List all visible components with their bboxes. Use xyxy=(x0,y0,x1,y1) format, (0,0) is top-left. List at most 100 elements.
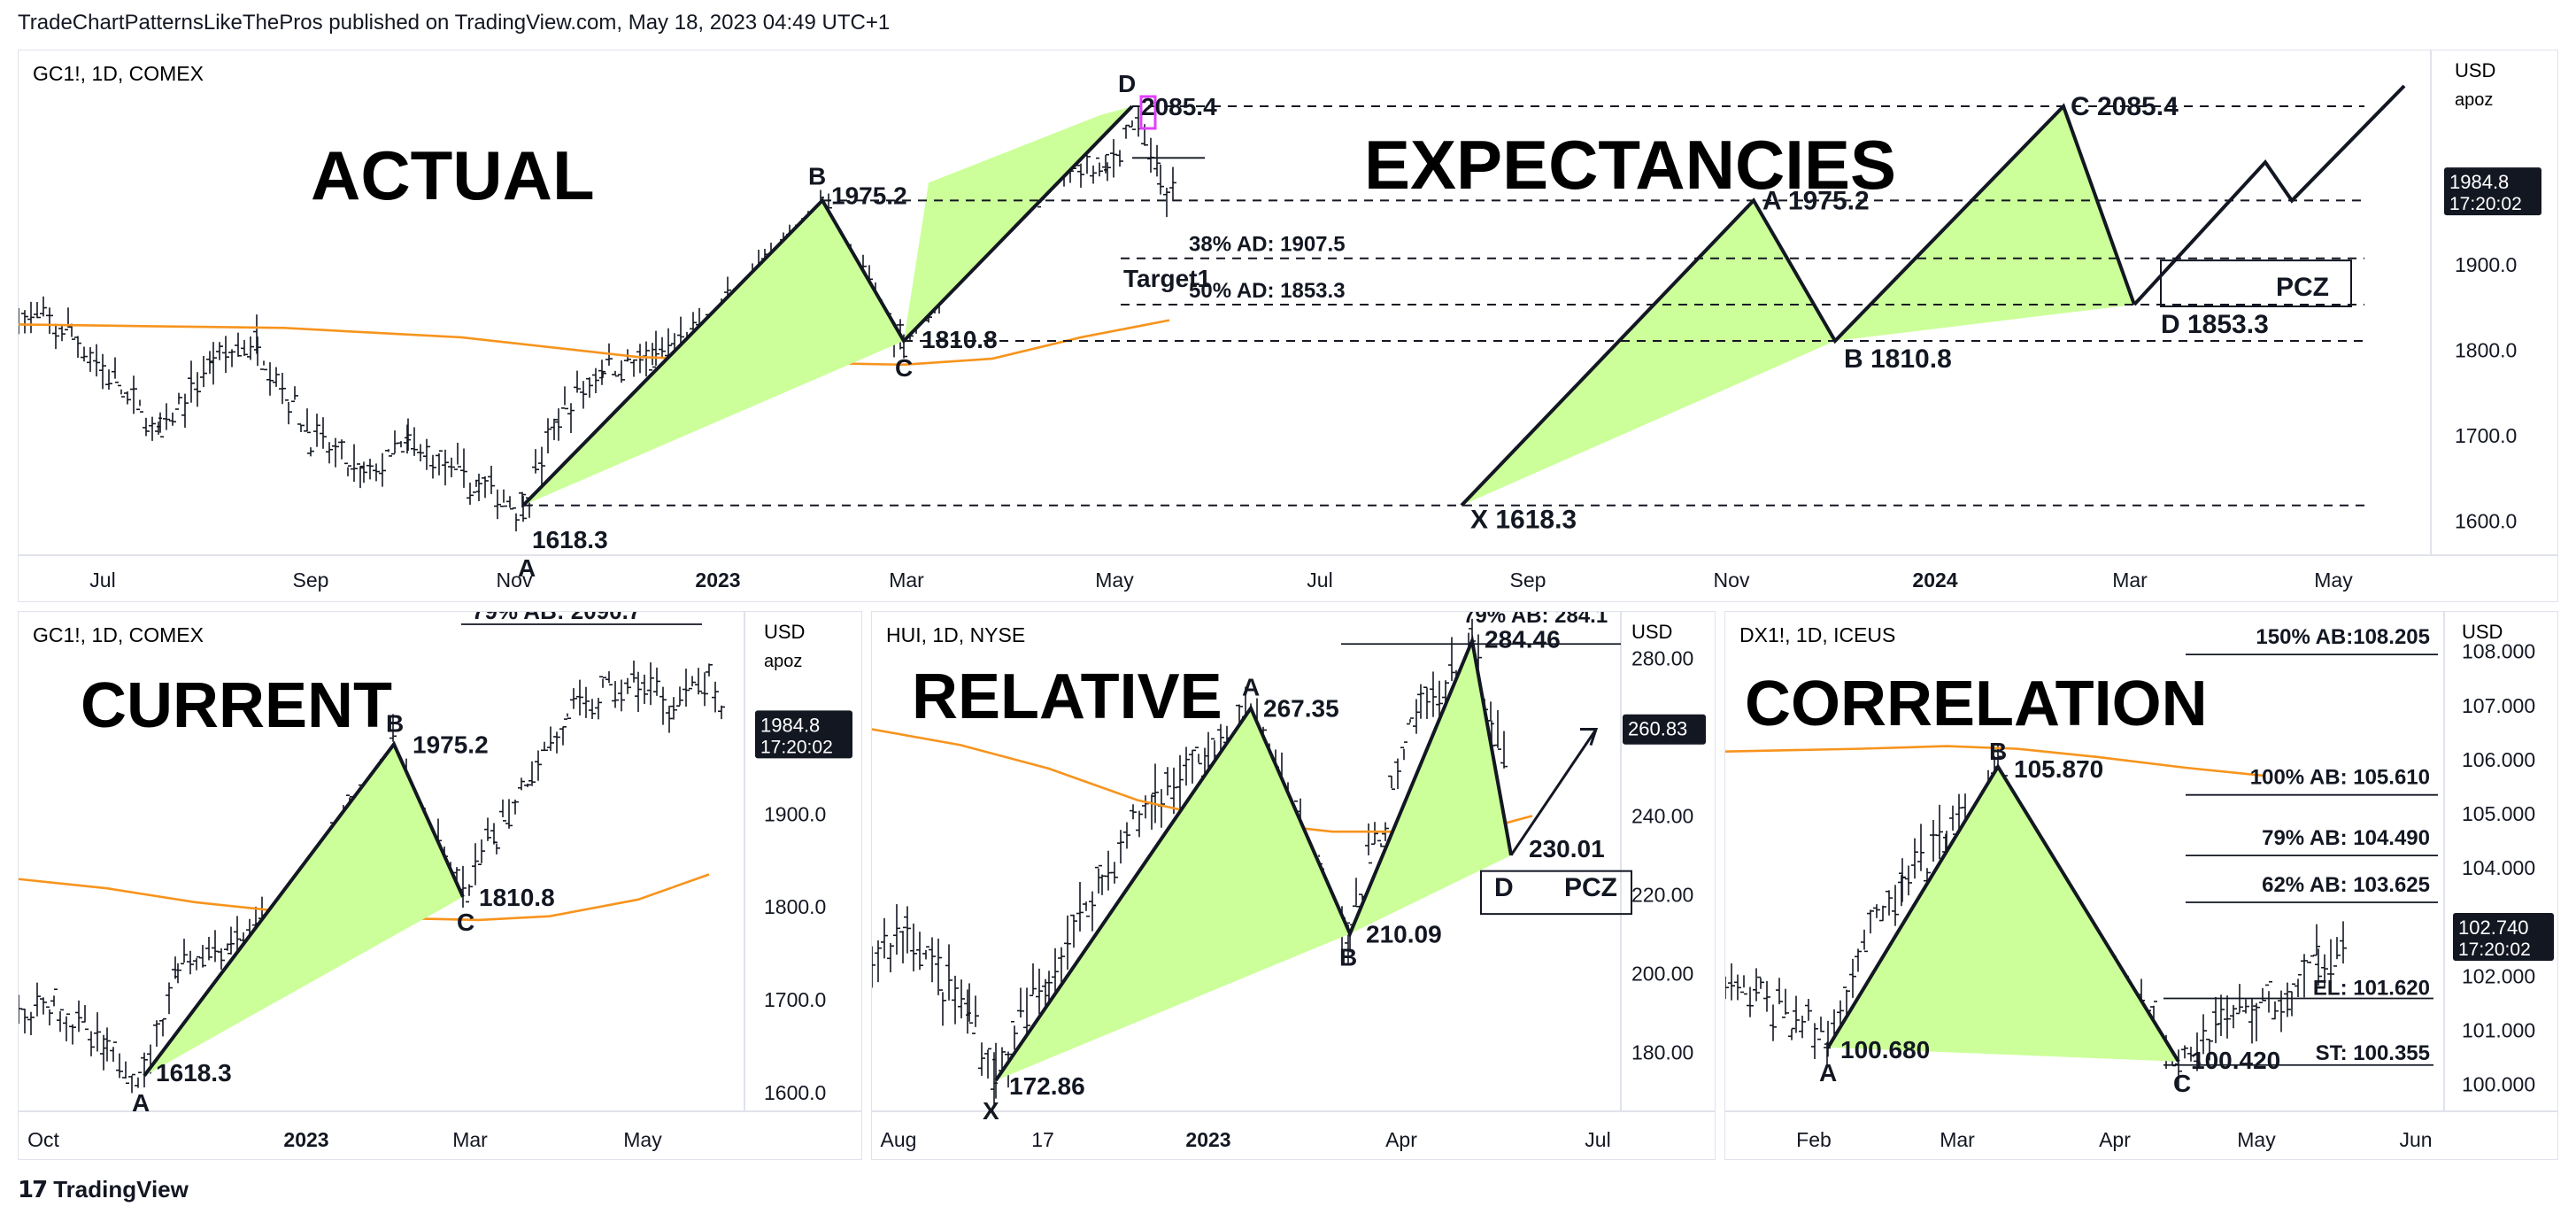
point-a-label: A xyxy=(132,1089,150,1117)
point-a-label: A xyxy=(1242,674,1260,701)
projection-arrow xyxy=(2133,84,2406,306)
point-b-value: 1975.2 xyxy=(831,182,907,209)
expect-d-label: D 1853.3 xyxy=(2161,310,2269,339)
x-tick-label: May xyxy=(623,1128,662,1151)
point-b-value: 105.870 xyxy=(2014,755,2103,783)
point-a-value: 1618.3 xyxy=(156,1059,232,1087)
y-tick-label: 1900.0 xyxy=(764,802,826,825)
point-d-value: 2085.4 xyxy=(1141,93,1217,120)
price-tag-value: 260.83 xyxy=(1628,718,1687,740)
x-tick-label: Sep xyxy=(293,568,329,592)
x-axis: Feb Mar Apr May Jun xyxy=(1796,1128,2432,1151)
moving-average-line xyxy=(1724,745,2266,777)
y-tick-label: 220.00 xyxy=(1631,883,1693,906)
y-tick-label: 1700.0 xyxy=(764,988,826,1011)
price-tag-time: 17:20:02 xyxy=(760,737,833,757)
y-tick-label: 1600.0 xyxy=(764,1081,826,1104)
point-x-value: 172.86 xyxy=(1009,1072,1085,1100)
x-tick-label: Mar xyxy=(452,1128,488,1151)
y-tick-label: 200.00 xyxy=(1631,962,1693,985)
x-tick-label: 17 xyxy=(1031,1128,1054,1151)
marker-box xyxy=(1139,95,1157,130)
y-tick-label: 1800.0 xyxy=(2455,338,2517,361)
fib-79-label: 79% AB: 2090.7 xyxy=(472,612,641,624)
point-b-value: 210.09 xyxy=(1366,920,1442,947)
x-axis: Aug 17 2023 Apr Jul xyxy=(881,1128,1611,1151)
y-axis: 108.000107.000106.000105.000104.000103.0… xyxy=(2453,640,2554,1095)
x-tick-label: Oct xyxy=(27,1128,59,1151)
relative-chart-panel[interactable]: HUI, 1D, NYSE RELATIVE USD 79% AB: 284.1… xyxy=(868,604,1716,1160)
x-tick-label: Sep xyxy=(1510,568,1546,592)
top-chart: GC1!, 1D, COMEX ACTUAL EXPECTANCIES USD … xyxy=(15,50,2557,592)
expect-x-label: X 1618.3 xyxy=(1470,506,1577,535)
x-axis: Jul Sep Nov 2023 Mar May Jul Sep Nov 2024 Mar May xyxy=(89,568,2353,592)
x-tick-label: Apr xyxy=(2099,1128,2131,1151)
pattern-fill-abc xyxy=(1828,766,2179,1062)
chart-title-correlation: CORRELATION xyxy=(1745,669,2208,739)
x-tick-label: Mar xyxy=(889,568,924,592)
point-b-label: B xyxy=(386,709,404,737)
price-tag-bg xyxy=(1623,714,1706,745)
expect-b-label: B 1810.8 xyxy=(1844,344,1952,374)
pattern-line-abc xyxy=(143,740,465,1078)
relative-chart: HUI, 1D, NYSE RELATIVE USD 79% AB: 284.1… xyxy=(868,604,1715,1151)
pcz-label: PCZ xyxy=(2276,273,2329,302)
x-tick-label: Feb xyxy=(1796,1128,1832,1151)
fib-level-label: 79% AB: 104.490 xyxy=(2262,826,2430,850)
pcz-box xyxy=(2160,259,2352,307)
fib-level-label: 100% AB: 105.610 xyxy=(2250,766,2430,790)
point-a-value: 100.680 xyxy=(1840,1036,1930,1063)
point-a-label: A xyxy=(1819,1059,1837,1087)
currency-sub-label: apoz xyxy=(2455,90,2493,110)
pcz-box xyxy=(1480,870,1632,916)
point-c-value: 100.420 xyxy=(2191,1047,2280,1074)
y-tick-label: 108.000 xyxy=(2462,640,2535,663)
price-tag-time: 17:20:02 xyxy=(2449,194,2522,214)
y-tick-label: 180.00 xyxy=(1631,1040,1693,1063)
point-d-label: D xyxy=(1494,873,1514,902)
x-tick-label: Jun xyxy=(2399,1128,2432,1151)
y-tick-label: 101.000 xyxy=(2462,1018,2535,1041)
currency-sub-label: apoz xyxy=(764,652,802,671)
tradingview-logo[interactable]: 𝟭𝟳 TradingView xyxy=(18,1176,189,1203)
point-c-label: C xyxy=(457,909,474,936)
x-tick-label: Nov xyxy=(497,568,533,592)
chart-title-expectancies: EXPECTANCIES xyxy=(1364,126,1896,204)
x-tick-label: 2023 xyxy=(283,1128,328,1151)
top-chart-panel[interactable]: GC1!, 1D, COMEX ACTUAL EXPECTANCIES USD … xyxy=(15,50,2558,602)
currency-label: USD xyxy=(2455,59,2495,81)
y-axis: 280.00260.00240.00220.00200.00180.00260.… xyxy=(1623,646,1706,1063)
price-tag-value: 1984.8 xyxy=(760,714,820,736)
current-chart-panel[interactable]: GC1!, 1D, COMEX CURRENT USD apoz 79% AB:… xyxy=(15,598,862,1160)
x-axis: Oct 2023 Mar May xyxy=(27,1128,662,1151)
fib-50-label: 50% AD: 1853.3 xyxy=(1189,279,1346,303)
y-tick-label: 1700.0 xyxy=(2455,424,2517,447)
pattern-fill-bcd xyxy=(1350,640,1511,934)
price-tag-bg xyxy=(755,710,852,759)
currency-label: USD xyxy=(764,621,805,643)
expect-fill-xab xyxy=(1462,200,1835,506)
x-tick-label: Mar xyxy=(2112,568,2148,592)
entry-label: EL: 101.620 xyxy=(2313,976,2430,1000)
price-tag-value: 102.740 xyxy=(2458,916,2529,939)
chart-title-relative: RELATIVE xyxy=(912,661,1222,732)
point-d-label: D xyxy=(1118,70,1136,97)
tradingview-brand: TradingView xyxy=(53,1176,189,1203)
pcz-label: PCZ xyxy=(1564,873,1617,902)
fib-level-label: 62% AB: 103.625 xyxy=(2262,873,2430,897)
point-b-label: B xyxy=(808,162,826,189)
x-tick-label: May xyxy=(2237,1128,2276,1151)
x-tick-label: Apr xyxy=(1385,1128,1417,1151)
point-c-label: C xyxy=(895,354,913,382)
y-tick-label: 1900.0 xyxy=(2455,253,2517,276)
pattern-line-xabcd xyxy=(994,634,1513,1082)
x-tick-label: Jul xyxy=(1307,568,1332,592)
point-c-value: 284.46 xyxy=(1485,626,1561,654)
x-tick-label: May xyxy=(1095,568,1134,592)
target1-label: Target1 xyxy=(1123,265,1211,292)
point-a-label: A xyxy=(518,554,536,582)
correlation-chart-panel[interactable]: DX1!, 1D, ICEUS CORRELATION USD 150% AB:… xyxy=(1722,611,2558,1160)
expect-fill-bcd xyxy=(1835,106,2134,341)
point-b-label: B xyxy=(1989,738,2007,765)
y-tick-label: 104.000 xyxy=(2462,856,2535,879)
